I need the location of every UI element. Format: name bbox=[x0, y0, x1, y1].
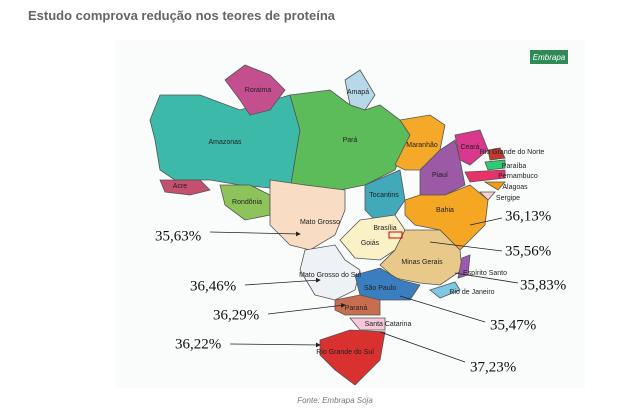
state-label: Ceará bbox=[460, 144, 479, 151]
annotation: 36,46% bbox=[190, 278, 236, 294]
state-label: Espírito Santo bbox=[463, 270, 507, 277]
state-label: São Paulo bbox=[364, 285, 396, 292]
state-label: Piauí bbox=[432, 172, 448, 179]
state bbox=[334, 294, 381, 316]
annotation: 35,63% bbox=[155, 228, 201, 244]
state bbox=[419, 139, 466, 196]
state bbox=[483, 181, 506, 191]
state-label: Alagoas bbox=[502, 184, 528, 191]
state-label: Goiás bbox=[361, 240, 380, 247]
state bbox=[319, 329, 386, 386]
logo-box bbox=[530, 50, 568, 64]
state-label: Rondônia bbox=[232, 199, 262, 206]
state-label: Santa Catarina bbox=[365, 321, 412, 328]
annotation: 36,29% bbox=[213, 307, 259, 323]
state-label: Minas Gerais bbox=[401, 259, 443, 266]
state bbox=[487, 147, 506, 161]
state-labels: Roraima Amapá Amazonas Pará Maranhão Cea… bbox=[173, 87, 545, 356]
state bbox=[344, 69, 376, 111]
logo: Embrapa bbox=[533, 53, 566, 62]
arrow bbox=[429, 241, 503, 252]
state bbox=[464, 169, 506, 183]
state-label: Rio Grande do Sul bbox=[316, 349, 374, 356]
state-label: Amazonas bbox=[208, 139, 242, 146]
annotations: 35,63% 36,13% 35,56% 35,83% 36,46% 36,29… bbox=[155, 208, 566, 375]
state-label: Rio Grande do Norte bbox=[480, 149, 545, 156]
arrow bbox=[379, 331, 466, 363]
state-label: Brasília bbox=[373, 225, 396, 232]
state bbox=[479, 191, 496, 201]
state-label: Mato Grosso do Sul bbox=[299, 272, 361, 279]
annotation: 35,56% bbox=[505, 243, 551, 259]
state-label: Maranhão bbox=[406, 142, 438, 149]
annotation: 35,47% bbox=[490, 317, 536, 333]
state bbox=[454, 129, 489, 166]
arrow bbox=[267, 303, 346, 315]
arrow bbox=[209, 231, 301, 237]
state-label: Rio de Janeiro bbox=[449, 289, 494, 296]
arrow bbox=[399, 295, 486, 323]
state-label: Tocantins bbox=[369, 192, 399, 199]
annotation: 36,22% bbox=[175, 336, 221, 352]
state bbox=[159, 179, 211, 196]
state-label: Sergipe bbox=[496, 195, 520, 202]
title: Estudo comprova redução nos teores de pr… bbox=[28, 8, 336, 23]
state-label: Roraima bbox=[245, 87, 272, 94]
state bbox=[429, 281, 461, 299]
source: Fonte: Embrapa Soja bbox=[297, 396, 373, 405]
state-label: Pará bbox=[343, 137, 358, 144]
state bbox=[299, 244, 361, 301]
state bbox=[224, 64, 286, 116]
arrow bbox=[469, 217, 503, 226]
arrow bbox=[454, 272, 519, 284]
state bbox=[404, 184, 489, 251]
state-label: Bahia bbox=[436, 207, 454, 214]
state bbox=[484, 159, 506, 171]
state-label: Paraíba bbox=[502, 163, 527, 170]
arrow bbox=[244, 277, 321, 286]
federal-district bbox=[388, 231, 403, 239]
state-label: Acre bbox=[173, 183, 188, 190]
state bbox=[269, 179, 346, 251]
annotation: 37,23% bbox=[470, 359, 516, 375]
state-label: Amapá bbox=[347, 89, 369, 96]
annotation: 35,83% bbox=[520, 277, 566, 293]
annotation: 36,13% bbox=[505, 208, 551, 224]
state-label: Mato Grosso bbox=[300, 219, 340, 226]
state bbox=[349, 317, 386, 331]
arrow bbox=[229, 342, 321, 348]
state-label: Pernambuco bbox=[498, 173, 538, 180]
state-label: Paraná bbox=[345, 305, 368, 312]
